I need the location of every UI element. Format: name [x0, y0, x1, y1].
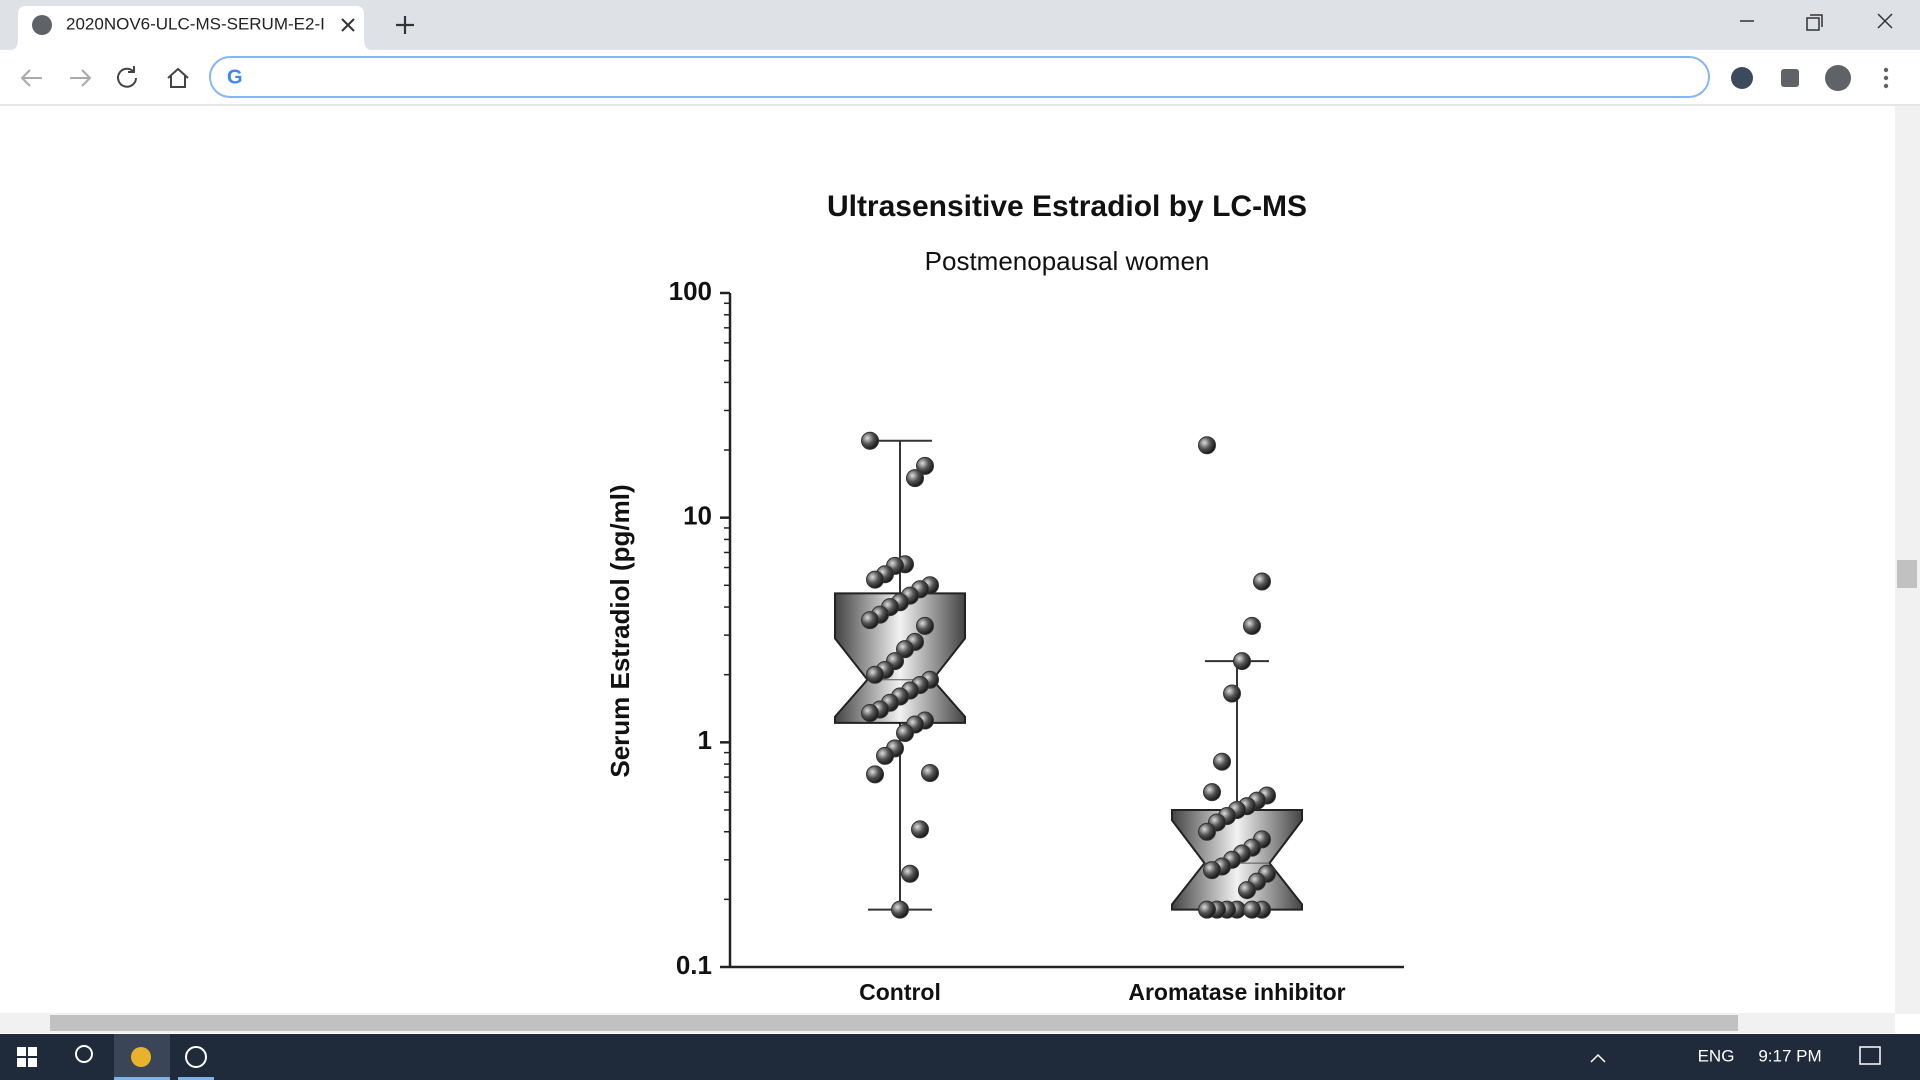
- data-point: [866, 765, 884, 784]
- data-point: [1243, 616, 1261, 635]
- extension-icon[interactable]: [1731, 67, 1753, 89]
- data-point: [861, 704, 879, 723]
- active-indicator: [114, 1077, 170, 1080]
- data-point: [866, 570, 884, 589]
- reload[interactable]: [117, 66, 137, 88]
- y-tick-label: 100: [669, 276, 712, 306]
- v-scroll-thumb[interactable]: [1897, 560, 1917, 588]
- language[interactable]: ENG: [1698, 1046, 1735, 1065]
- data-point: [1203, 861, 1221, 880]
- taskbar: [0, 1034, 1920, 1080]
- x-tick-label: Control: [859, 979, 941, 1005]
- data-point: [1223, 684, 1241, 703]
- home[interactable]: [167, 67, 189, 88]
- data-point: [891, 900, 909, 919]
- clock[interactable]: 9:17 PM: [1758, 1046, 1821, 1065]
- tab-icon: [32, 15, 52, 35]
- new-tab[interactable]: [396, 16, 414, 34]
- data-point: [866, 665, 884, 684]
- y-tick-label: 1: [698, 725, 712, 755]
- app-indicator: [178, 1077, 214, 1080]
- data-point: [1238, 881, 1256, 900]
- start[interactable]: [17, 1047, 37, 1067]
- data-point: [896, 724, 914, 743]
- extensions[interactable]: [1781, 69, 1799, 87]
- chart: Ultrasensitive Estradiol by LC-MS Postme…: [605, 190, 1404, 1005]
- forward[interactable]: [70, 69, 92, 87]
- data-point: [1253, 572, 1271, 591]
- data-point: [876, 746, 894, 765]
- google-icon: G: [227, 66, 243, 88]
- data-point: [1243, 900, 1261, 919]
- x-tick-label: Aromatase inhibitor: [1128, 979, 1345, 1005]
- data-point: [911, 820, 929, 839]
- notifications[interactable]: [1859, 1046, 1881, 1065]
- app-icon[interactable]: [185, 1046, 207, 1068]
- profile[interactable]: [1825, 65, 1851, 91]
- data-point: [916, 456, 934, 475]
- data-point: [1233, 652, 1251, 671]
- tab[interactable]: [10, 6, 372, 50]
- y-axis-label: Serum Estradiol (pg/ml): [605, 484, 635, 777]
- tray-arrow[interactable]: [1590, 1053, 1606, 1063]
- restore[interactable]: [1806, 14, 1823, 31]
- data-point: [1198, 822, 1216, 841]
- h-scroll-thumb[interactable]: [50, 1015, 1738, 1031]
- address-bar[interactable]: [209, 56, 1710, 98]
- data-point: [1213, 752, 1231, 771]
- data-point: [861, 431, 879, 450]
- data-point: [906, 469, 924, 488]
- data-point: [1203, 783, 1221, 802]
- tab-title: 2020NOV6-ULC-MS-SERUM-E2-I: [66, 14, 325, 33]
- y-tick-label: 0.1: [676, 950, 712, 980]
- data-point: [861, 611, 879, 630]
- data-point: [921, 764, 939, 783]
- y-tick-label: 10: [683, 501, 712, 531]
- data-point: [1198, 900, 1216, 919]
- chart-title: Ultrasensitive Estradiol by LC-MS: [827, 190, 1307, 223]
- chart-subtitle: Postmenopausal women: [925, 246, 1210, 276]
- data-point: [916, 616, 934, 635]
- chrome-icon: [131, 1047, 151, 1067]
- data-point: [901, 864, 919, 883]
- back[interactable]: [20, 69, 42, 87]
- data-point: [1198, 436, 1216, 455]
- search[interactable]: [75, 1045, 93, 1063]
- data-point: [896, 640, 914, 659]
- close-window[interactable]: [1877, 13, 1893, 29]
- tab-close[interactable]: [341, 18, 355, 32]
- menu[interactable]: [1883, 67, 1889, 89]
